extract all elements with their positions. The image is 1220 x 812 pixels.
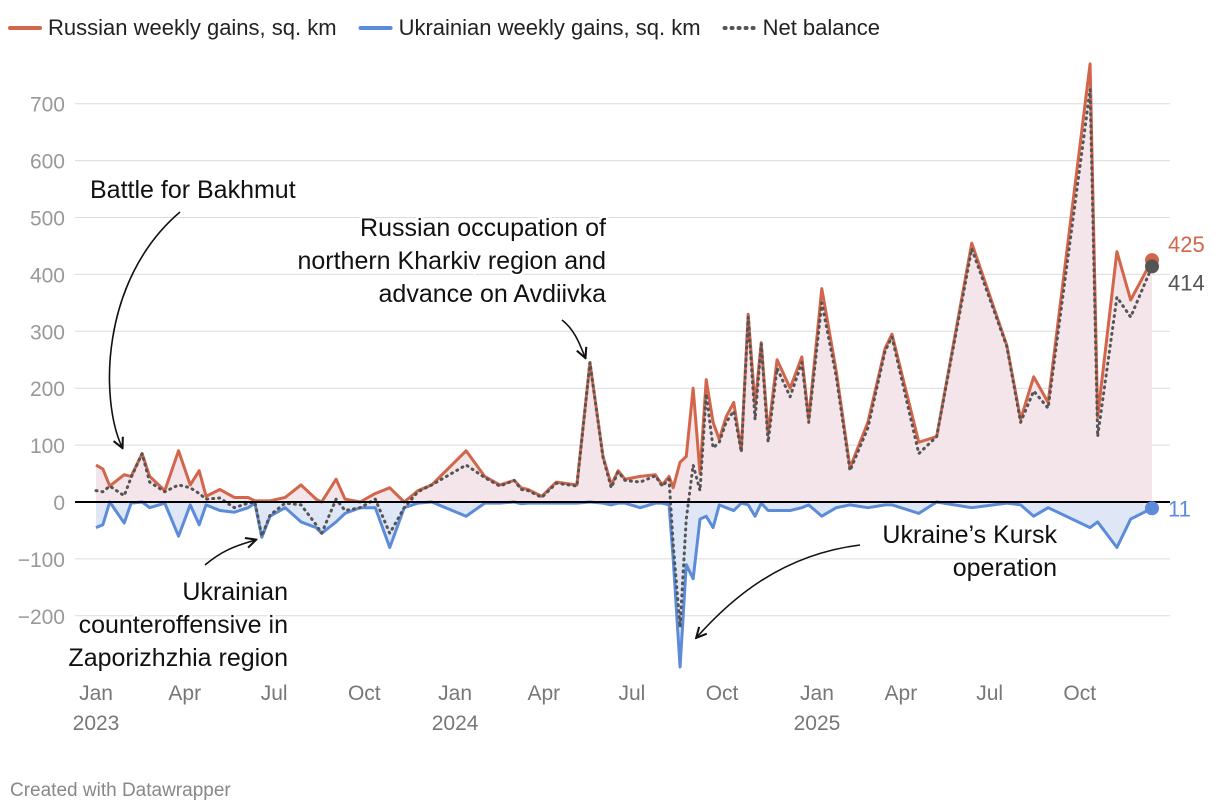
annotation-arrow [204,540,255,566]
y-tick-label: 700 [30,94,65,117]
y-tick-label: −100 [18,549,65,572]
x-tick-label: Oct [706,682,739,705]
series-line [94,87,1154,629]
legend-label: Net balance [763,15,880,40]
x-tick-label: Apr [168,682,201,705]
x-tick-label: Jan 2025 [794,682,841,735]
annotation: Ukraine’s Kursk operation [882,521,1057,582]
end-label: 425 [1168,232,1205,257]
y-tick-label: 500 [30,208,65,231]
annotation-arrow [108,211,181,447]
y-tick-label: −200 [18,606,65,629]
x-tick-label: Oct [1063,682,1096,705]
y-tick-label: 100 [30,435,65,458]
y-tick-label: 0 [53,492,65,515]
series-line [95,500,1153,669]
y-tick-label: 400 [30,264,65,287]
legend-label: Russian weekly gains, sq. km [48,15,337,40]
end-label: 414 [1168,270,1205,295]
end-dot [1145,501,1159,516]
credit: Created with Datawrapper [10,780,231,801]
legend-label: Ukrainian weekly gains, sq. km [399,15,701,40]
annotation-arrow [561,319,585,357]
x-tick-label: Jul [618,682,645,705]
x-tick-label: Jul [261,682,288,705]
x-tick-label: Oct [348,682,381,705]
annotation: Battle for Bakhmut [90,176,296,204]
annotation: Russian occupation of northern Kharkiv re… [297,214,606,308]
end-dot [1145,259,1159,274]
annotation-arrow [697,544,861,637]
y-tick-label: 200 [30,378,65,401]
y-tick-label: 300 [30,321,65,344]
x-tick-label: Apr [885,682,918,705]
annotation: Ukrainian counteroffensive in Zaporizhzhia… [68,578,288,672]
x-tick-label: Jan 2023 [73,682,120,735]
x-tick-label: Apr [528,682,561,705]
area [96,63,1152,503]
x-tick-label: Jul [976,682,1003,705]
x-tick-label: Jan 2024 [432,682,479,735]
y-tick-label: 600 [30,151,65,174]
end-label: 11 [1168,496,1191,521]
